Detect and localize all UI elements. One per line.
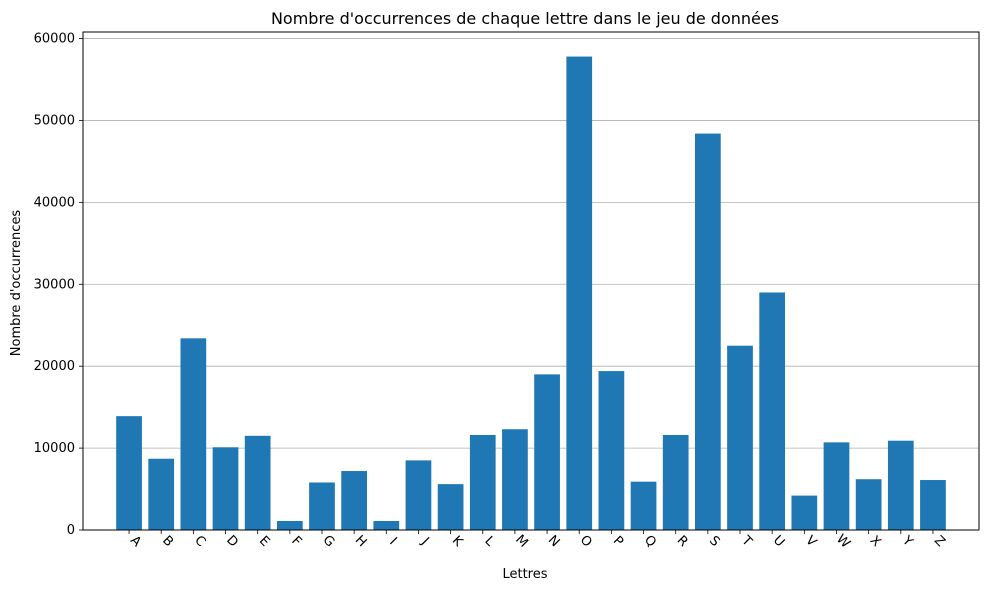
x-tick-label: H xyxy=(352,533,370,551)
bar-j xyxy=(405,460,432,530)
x-tick-label: R xyxy=(674,533,691,550)
x-tick-label: X xyxy=(867,533,884,550)
x-tick-label: P xyxy=(610,533,626,549)
x-tick-label: O xyxy=(577,533,595,551)
bar-f xyxy=(276,520,303,530)
x-tick-label: N xyxy=(545,533,562,550)
bar-o xyxy=(566,56,593,531)
y-tick-label: 20000 xyxy=(34,359,75,374)
bar-v xyxy=(791,495,818,530)
x-tick-label: A xyxy=(127,533,144,550)
y-tick-label: 30000 xyxy=(34,277,75,292)
y-tick-label: 0 xyxy=(67,523,75,538)
bars xyxy=(116,56,946,531)
y-tick-label: 50000 xyxy=(34,113,75,128)
x-tick-label: S xyxy=(706,533,722,549)
bar-n xyxy=(534,374,560,530)
x-tick-label: E xyxy=(256,533,272,549)
bar-x xyxy=(855,479,882,530)
y-tick-label: 60000 xyxy=(34,32,75,47)
x-tick-label: J xyxy=(418,534,432,548)
x-tick-label: Y xyxy=(898,533,915,550)
bar-a xyxy=(116,416,142,530)
bar-r xyxy=(662,434,689,530)
y-axis: 0 10000 20000 30000 40000 50000 60000 xyxy=(34,32,83,538)
bar-i xyxy=(373,520,400,530)
bar-z xyxy=(920,480,946,530)
x-tick-label: L xyxy=(481,534,497,550)
y-tick-label: 10000 xyxy=(34,441,75,456)
x-tick-label: I xyxy=(386,535,399,548)
bar-e xyxy=(244,435,271,530)
bar-h xyxy=(341,471,368,530)
x-tick-label: C xyxy=(191,533,208,550)
bar-k xyxy=(437,484,464,530)
chart-title: Nombre d'occurrences de chaque lettre da… xyxy=(271,9,779,28)
bar-u xyxy=(759,292,786,530)
x-tick-label: U xyxy=(770,533,787,550)
bar-c xyxy=(180,338,207,530)
bar-g xyxy=(309,482,335,530)
x-axis-label: Lettres xyxy=(502,567,547,582)
x-tick-label: K xyxy=(449,533,466,550)
bar-m xyxy=(502,429,528,530)
y-axis-label: Nombre d'occurrences xyxy=(9,210,24,357)
plot-frame xyxy=(82,31,980,531)
bar-b xyxy=(148,458,175,530)
x-tick-label: T xyxy=(738,533,755,550)
bar-d xyxy=(212,447,239,530)
x-tick-label: D xyxy=(223,533,241,551)
x-tick-label: F xyxy=(288,534,304,550)
x-tick-label: Q xyxy=(641,533,659,551)
bar-y xyxy=(887,440,914,530)
x-tick-label: W xyxy=(833,532,853,552)
y-tick-label: 40000 xyxy=(34,195,75,210)
x-tick-label: Z xyxy=(931,533,948,550)
bar-t xyxy=(727,345,753,530)
bar-w xyxy=(823,442,850,530)
bar-l xyxy=(469,434,496,530)
bar-p xyxy=(598,371,625,530)
x-tick-label: B xyxy=(159,533,176,550)
x-tick-label: M xyxy=(512,532,531,551)
bar-q xyxy=(630,481,657,530)
x-tick-label: G xyxy=(320,533,338,551)
bar-s xyxy=(694,133,721,530)
x-tick-label: V xyxy=(802,533,819,550)
